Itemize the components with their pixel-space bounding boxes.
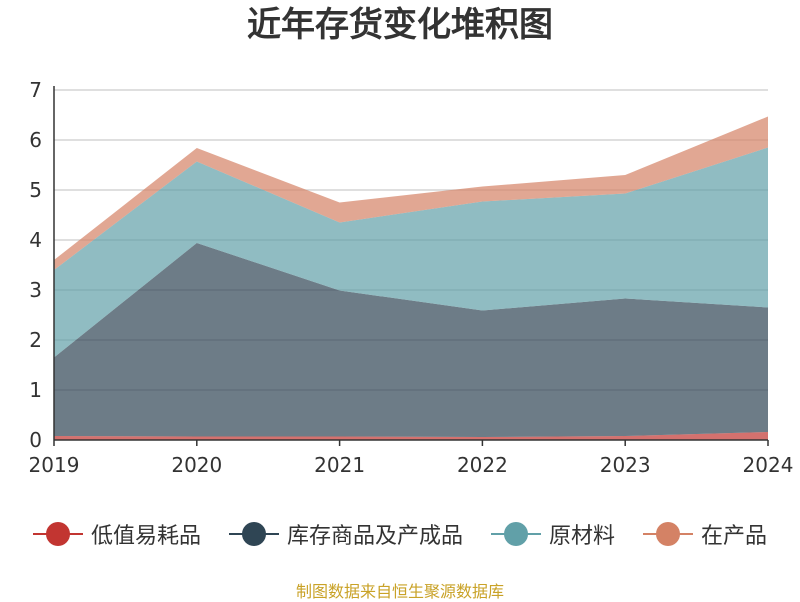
y-tick-label-6: 6	[29, 128, 42, 152]
legend-label: 在产品	[701, 524, 768, 549]
y-tick-label-5: 5	[29, 178, 42, 202]
legend-item-3[interactable]: 在产品	[643, 518, 767, 550]
x-tick-label-2020: 2020	[171, 453, 222, 477]
y-tick-label-4: 4	[29, 228, 42, 252]
y-tick-label-3: 3	[29, 278, 42, 302]
legend: 低值易耗品 库存商品及产成品 原材料 在产品	[0, 512, 800, 556]
x-tick-label-2022: 2022	[457, 453, 508, 477]
source-note: 制图数据来自恒生聚源数据库	[295, 582, 504, 601]
y-tick-label-2: 2	[29, 328, 42, 352]
area-1	[54, 243, 768, 437]
legend-item-2[interactable]: 原材料	[491, 518, 615, 550]
area-2	[54, 147, 768, 358]
legend-item-0[interactable]: 低值易耗品	[32, 518, 201, 550]
legend-swatch-icon	[491, 522, 541, 546]
legend-swatch-icon	[643, 522, 694, 546]
x-tick-label-2023: 2023	[600, 453, 651, 477]
area-3	[54, 116, 768, 270]
x-tick-label-2021: 2021	[314, 453, 365, 477]
legend-label: 低值易耗品	[90, 524, 201, 549]
chart-title: 近年存货变化堆积图	[247, 5, 553, 45]
x-tick-label-2019: 2019	[29, 453, 80, 477]
legend-label: 原材料	[549, 524, 616, 549]
area-0	[54, 432, 768, 440]
axes	[53, 86, 769, 446]
stacked-areas	[54, 116, 768, 440]
y-tick-labels: 0 1 2 3 4 5 6 7	[29, 78, 42, 452]
legend-swatch-icon	[228, 522, 279, 546]
x-tick-labels: 2019 2020 2021 2022 2023 2024	[29, 453, 794, 477]
x-tick-label-2024: 2024	[743, 453, 794, 477]
legend-label: 库存商品及产成品	[286, 524, 463, 549]
y-tick-label-0: 0	[29, 428, 42, 452]
legend-swatch-icon	[32, 522, 83, 546]
y-tick-label-1: 1	[29, 378, 42, 402]
legend-item-1[interactable]: 库存商品及产成品	[228, 518, 463, 550]
y-tick-label-7: 7	[29, 78, 42, 102]
